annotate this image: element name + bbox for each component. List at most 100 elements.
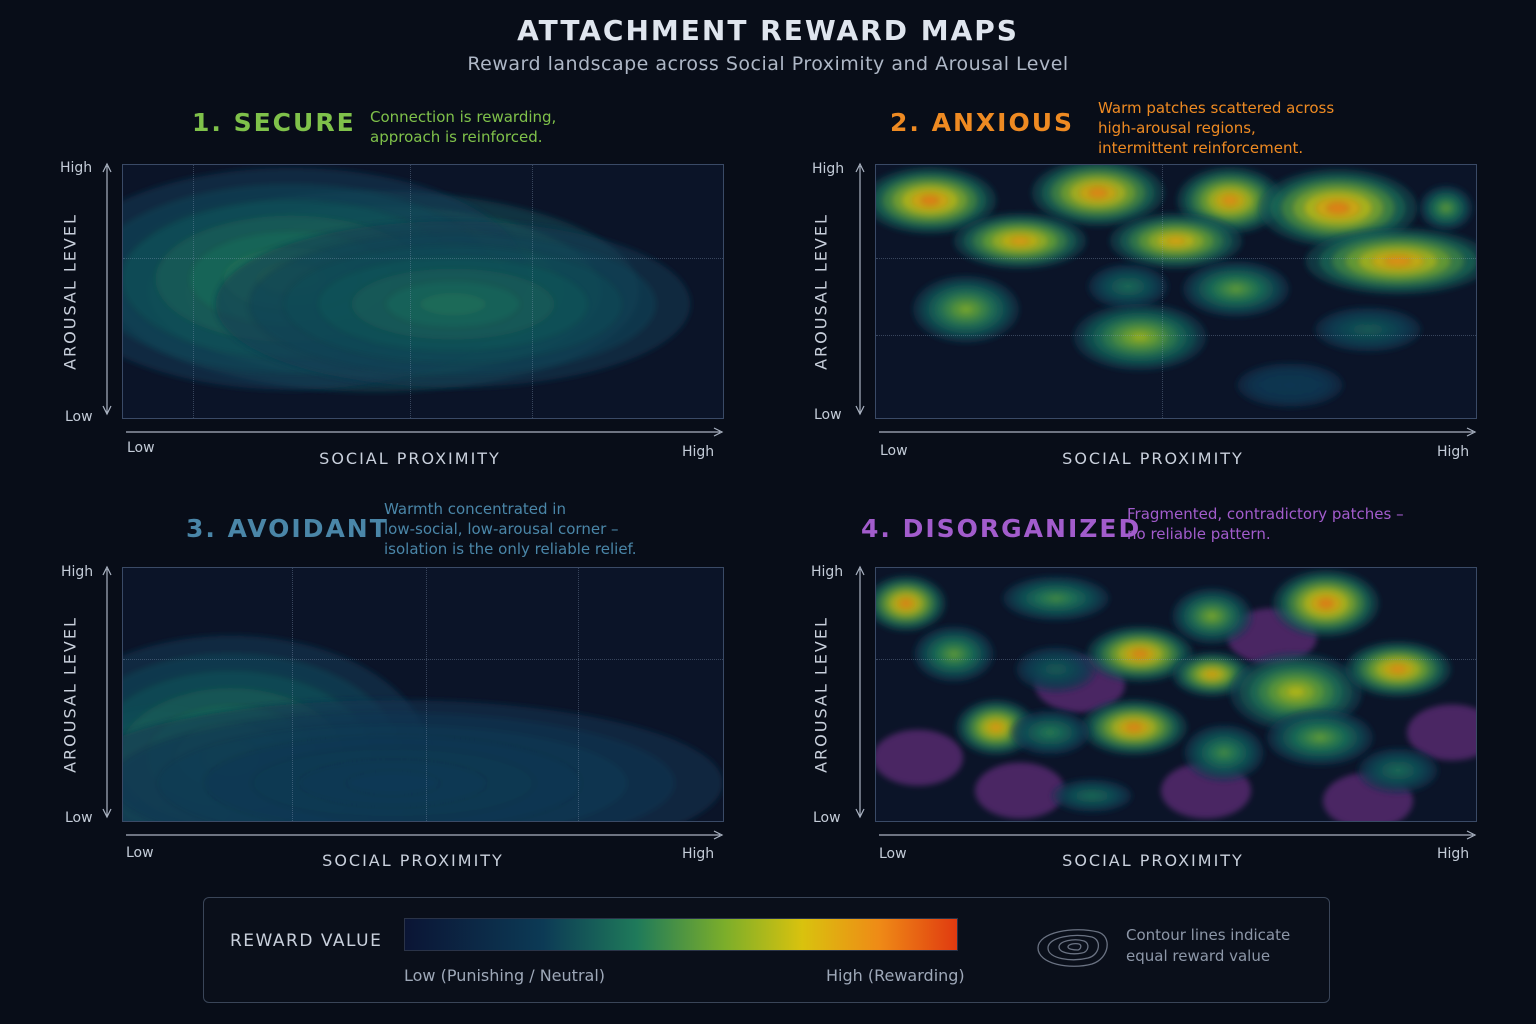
- reward-peak: [1002, 575, 1110, 622]
- x-axis-arrow: [879, 427, 1477, 437]
- reward-peak: [1087, 263, 1168, 310]
- reward-peak: [1236, 362, 1344, 408]
- gridline: [193, 165, 194, 418]
- y-tick-high: High: [60, 160, 93, 176]
- reward-peak: [1258, 168, 1418, 248]
- reward-peak: [1031, 165, 1165, 227]
- x-tick-low: Low: [126, 845, 154, 861]
- heatmap-plot: [875, 164, 1477, 419]
- heatmap-plot: [122, 567, 724, 822]
- reward-peak: [1073, 303, 1207, 371]
- y-axis-label: AROUSAL LEVEL: [60, 213, 80, 370]
- reward-peak: [876, 575, 946, 632]
- legend-note: Contour lines indicate equal reward valu…: [1126, 926, 1291, 965]
- gridline: [532, 165, 533, 418]
- x-tick-high: High: [682, 846, 715, 862]
- reward-peak: [1305, 227, 1476, 295]
- reward-peak: [1419, 185, 1473, 231]
- x-axis-label: SOCIAL PROXIMITY: [1062, 851, 1244, 870]
- gridline: [123, 258, 723, 259]
- reward-peak: [1314, 306, 1422, 353]
- heatmap-field: [876, 165, 1476, 408]
- colorbar-low-label: Low (Punishing / Neutral): [404, 966, 606, 985]
- cold-patch: [876, 729, 963, 786]
- gridline: [578, 568, 579, 821]
- cold-patch: [1407, 704, 1476, 761]
- colorbar-high-label: High (Rewarding): [826, 966, 965, 985]
- gridline: [123, 659, 723, 660]
- contour-icon: [1037, 929, 1108, 967]
- cold-patch: [975, 762, 1065, 819]
- x-tick-high: High: [682, 444, 715, 460]
- gridline: [292, 568, 293, 821]
- reward-peak: [1272, 569, 1380, 638]
- y-tick-low: Low: [814, 407, 842, 423]
- x-axis-label: SOCIAL PROXIMITY: [322, 851, 504, 870]
- x-tick-high: High: [1437, 444, 1470, 460]
- panel-title: 3. AVOIDANT: [186, 514, 389, 543]
- x-axis-arrow: [126, 427, 724, 437]
- reward-peak: [214, 220, 692, 389]
- y-axis-label: AROUSAL LEVEL: [60, 616, 80, 773]
- x-axis-label: SOCIAL PROXIMITY: [1062, 449, 1244, 468]
- x-axis-arrow: [879, 830, 1477, 840]
- y-axis-label: AROUSAL LEVEL: [811, 213, 831, 370]
- reward-peak: [914, 625, 994, 683]
- reward-peak: [1109, 212, 1243, 270]
- y-axis-arrow: [102, 565, 112, 819]
- reward-peak: [1015, 646, 1096, 692]
- heatmap-plot: [875, 567, 1477, 822]
- panel-description: Warm patches scattered across high-arous…: [1098, 99, 1335, 157]
- reward-peak: [876, 166, 997, 235]
- heatmap-field: [876, 569, 1476, 821]
- heatmap-field: [123, 167, 692, 393]
- legend-box: REWARD VALUE Low (Punishing / Neutral) H…: [203, 897, 1330, 1003]
- reward-peak: [123, 699, 723, 821]
- reward-peak: [1171, 651, 1252, 697]
- gridline: [410, 165, 411, 418]
- y-axis-arrow: [102, 162, 112, 416]
- y-tick-high: High: [811, 564, 844, 580]
- reward-peak: [1009, 709, 1090, 756]
- x-tick-high: High: [1437, 846, 1470, 862]
- reward-peak: [1086, 625, 1194, 683]
- y-axis-arrow: [855, 565, 865, 819]
- panel-description: Warmth concentrated in low-social, low-a…: [384, 500, 637, 558]
- page-subtitle: Reward landscape across Social Proximity…: [467, 53, 1069, 75]
- y-tick-high: High: [61, 564, 94, 580]
- x-tick-low: Low: [879, 846, 907, 862]
- reward-peak: [1171, 587, 1252, 645]
- reward-peak: [1266, 709, 1374, 766]
- panel-title: 4. DISORGANIZED: [861, 514, 1142, 543]
- heatmap-field: [123, 634, 723, 821]
- x-tick-low: Low: [127, 440, 155, 456]
- gridline: [1162, 165, 1163, 418]
- y-tick-low: Low: [65, 810, 93, 826]
- y-axis-label: AROUSAL LEVEL: [811, 616, 831, 773]
- reward-peak: [912, 275, 1020, 344]
- x-axis-label: SOCIAL PROXIMITY: [319, 449, 501, 468]
- panel-title: 1. SECURE: [192, 108, 356, 137]
- gridline: [876, 659, 1476, 660]
- gridline: [426, 568, 427, 821]
- x-tick-low: Low: [880, 443, 908, 459]
- panel-description: Fragmented, contradictory patches – no r…: [1127, 505, 1404, 543]
- reward-peak: [1080, 699, 1188, 756]
- reward-peak: [953, 212, 1087, 270]
- panel-title: 2. ANXIOUS: [890, 108, 1075, 137]
- reward-peak: [1183, 724, 1264, 781]
- heatmap-plot: [122, 164, 724, 419]
- y-axis-arrow: [855, 162, 865, 416]
- legend-title: REWARD VALUE: [230, 931, 383, 951]
- x-axis-arrow: [126, 830, 724, 840]
- y-tick-high: High: [812, 161, 845, 177]
- y-tick-low: Low: [813, 810, 841, 826]
- reward-peak: [1344, 640, 1452, 698]
- panel-description: Connection is rewarding, approach is rei…: [370, 108, 557, 146]
- colorbar: [404, 918, 958, 951]
- gridline: [876, 258, 1476, 259]
- reward-peak: [1051, 778, 1132, 813]
- reward-peak: [1357, 747, 1438, 794]
- gridline: [876, 335, 1476, 336]
- page-title: ATTACHMENT REWARD MAPS: [517, 14, 1019, 47]
